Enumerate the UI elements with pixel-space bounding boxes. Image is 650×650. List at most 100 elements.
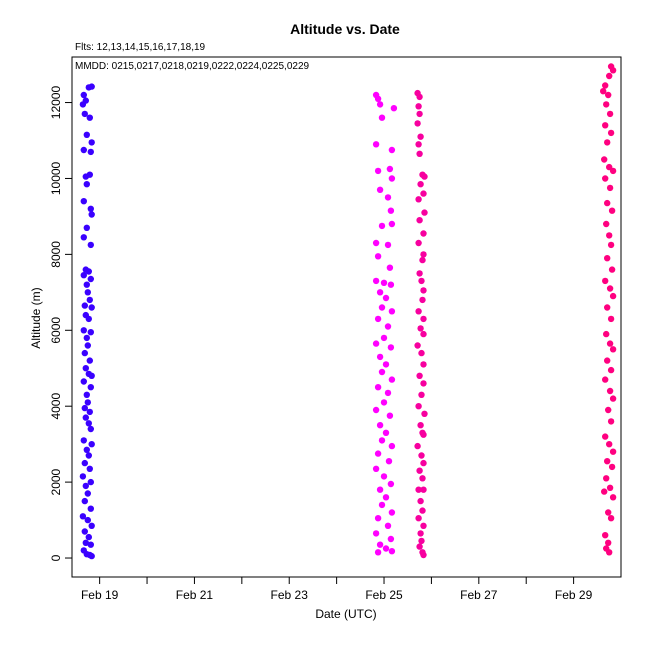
x-tick-label: Feb 23 bbox=[271, 588, 309, 602]
data-point bbox=[83, 181, 91, 188]
data-point bbox=[85, 420, 93, 427]
y-axis: 0 2000 4000 6000 8000 10000 12000 bbox=[49, 86, 73, 561]
data-point bbox=[384, 389, 392, 397]
data-point bbox=[87, 505, 95, 512]
data-point bbox=[84, 399, 92, 406]
data-point bbox=[606, 387, 614, 395]
data-point bbox=[602, 376, 609, 383]
data-point bbox=[374, 384, 382, 391]
y-tick-label: 0 bbox=[49, 554, 63, 561]
data-point bbox=[609, 346, 617, 353]
data-point bbox=[417, 422, 424, 429]
data-point bbox=[602, 122, 609, 129]
data-point bbox=[372, 406, 380, 414]
data-point bbox=[604, 458, 611, 465]
data-point bbox=[83, 281, 91, 288]
data-point bbox=[387, 535, 395, 543]
data-point bbox=[602, 433, 609, 440]
data-point bbox=[376, 289, 384, 296]
data-point bbox=[609, 292, 617, 300]
data-point bbox=[382, 294, 390, 302]
data-point bbox=[372, 340, 380, 347]
data-point bbox=[80, 378, 88, 385]
data-point bbox=[609, 494, 617, 501]
data-point bbox=[388, 548, 396, 555]
data-point bbox=[80, 272, 88, 279]
data-point bbox=[416, 270, 423, 277]
data-point bbox=[607, 418, 615, 425]
data-point bbox=[420, 190, 427, 197]
data-point bbox=[378, 114, 386, 121]
data-point bbox=[86, 465, 94, 472]
data-point bbox=[607, 129, 615, 137]
data-point bbox=[372, 141, 380, 148]
data-point bbox=[81, 302, 89, 309]
data-point bbox=[374, 315, 382, 323]
data-point bbox=[378, 368, 386, 376]
y-tick-label: 12000 bbox=[49, 86, 63, 120]
data-point bbox=[609, 448, 617, 455]
data-point bbox=[87, 275, 95, 283]
data-point bbox=[606, 72, 613, 80]
data-point bbox=[421, 209, 428, 216]
data-point bbox=[415, 403, 422, 410]
data-point bbox=[420, 380, 427, 387]
data-point bbox=[79, 473, 87, 480]
data-point bbox=[609, 167, 617, 175]
data-point bbox=[417, 181, 424, 188]
data-point bbox=[82, 365, 90, 372]
data-point bbox=[87, 478, 95, 486]
y-tick-label: 8000 bbox=[49, 241, 63, 268]
data-point bbox=[417, 133, 424, 140]
data-points bbox=[79, 63, 617, 560]
data-point bbox=[604, 199, 611, 207]
data-point bbox=[386, 165, 394, 173]
data-point bbox=[382, 545, 390, 552]
data-point bbox=[607, 366, 615, 374]
x-tick-label: Feb 25 bbox=[365, 588, 403, 602]
data-point bbox=[87, 384, 95, 391]
data-point bbox=[372, 530, 380, 537]
data-point bbox=[374, 515, 382, 522]
data-point bbox=[602, 175, 609, 182]
data-point bbox=[416, 543, 423, 550]
data-point bbox=[607, 315, 615, 323]
data-point bbox=[84, 342, 92, 349]
data-point bbox=[378, 437, 386, 444]
y-tick-label: 4000 bbox=[49, 393, 63, 420]
data-point bbox=[387, 344, 395, 351]
data-point bbox=[602, 82, 609, 89]
data-point bbox=[416, 150, 423, 157]
data-point bbox=[415, 103, 422, 110]
x-tick-label: Feb 27 bbox=[460, 588, 498, 602]
data-point bbox=[418, 537, 425, 545]
data-point bbox=[414, 342, 421, 349]
data-point bbox=[81, 497, 89, 505]
data-point bbox=[374, 549, 382, 556]
data-point bbox=[374, 450, 382, 457]
data-point bbox=[85, 533, 93, 541]
data-point bbox=[416, 93, 423, 101]
data-point bbox=[382, 494, 390, 501]
data-point bbox=[420, 315, 427, 323]
data-point bbox=[86, 357, 94, 364]
data-point bbox=[81, 528, 89, 535]
data-point bbox=[420, 230, 427, 237]
data-point bbox=[601, 156, 608, 163]
data-point bbox=[83, 131, 91, 138]
data-point bbox=[388, 376, 396, 383]
data-point bbox=[385, 458, 393, 465]
data-point bbox=[609, 67, 617, 74]
data-point bbox=[419, 507, 426, 514]
x-tick-label: Feb 19 bbox=[81, 588, 119, 602]
data-point bbox=[380, 334, 388, 342]
data-point bbox=[81, 349, 89, 357]
data-point bbox=[85, 268, 93, 275]
data-point bbox=[384, 194, 392, 201]
data-point bbox=[87, 148, 95, 156]
data-point bbox=[387, 480, 395, 488]
data-point bbox=[380, 473, 388, 480]
data-point bbox=[87, 541, 95, 548]
x-tick-label: Feb 21 bbox=[176, 588, 214, 602]
data-point bbox=[609, 395, 617, 402]
